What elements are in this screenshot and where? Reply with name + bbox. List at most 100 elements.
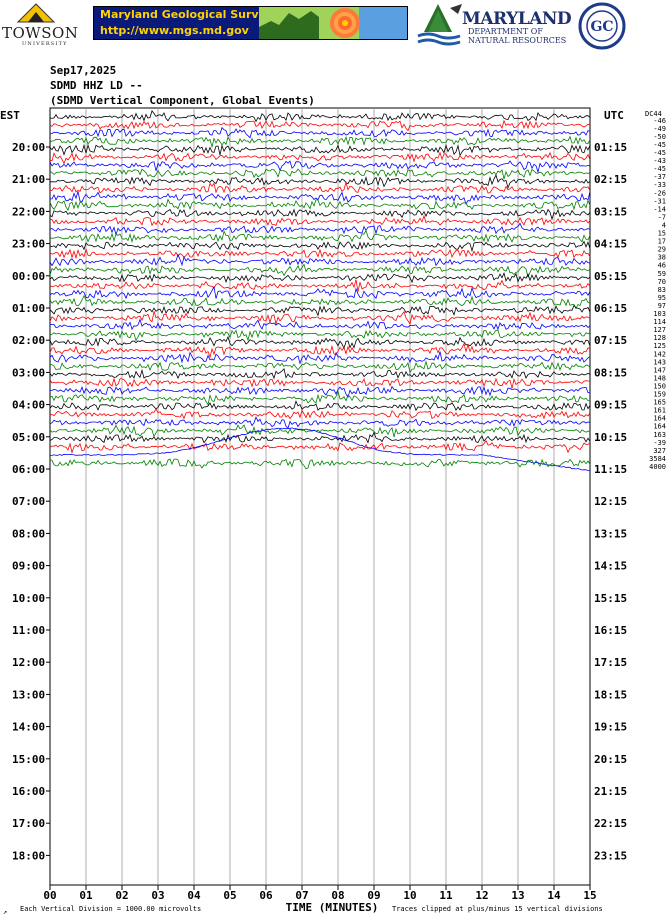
towson-university-logo: TOWSON UNIVERSITY	[0, 0, 80, 50]
seismic-trace	[49, 342, 591, 359]
right-hour-label: 13:15	[594, 527, 627, 540]
left-hour-label: 14:00	[12, 721, 45, 734]
x-tick-label: 10	[403, 889, 416, 902]
dc-offset-label: -45	[653, 141, 666, 149]
seismic-trace	[49, 279, 591, 292]
towson-name: TOWSON	[2, 24, 79, 42]
seismic-trace	[49, 416, 591, 430]
left-hour-label: 12:00	[12, 656, 45, 669]
x-tick-label: 06	[259, 889, 273, 902]
x-tick-label: 13	[511, 889, 524, 902]
left-hour-label: 15:00	[12, 753, 45, 766]
left-hour-label: 04:00	[12, 399, 45, 412]
x-tick-label: 07	[295, 889, 308, 902]
seismic-trace	[49, 439, 591, 454]
right-hour-label: 15:15	[594, 592, 627, 605]
dc-offset-label: 46	[658, 262, 666, 270]
right-hour-label: 20:15	[594, 753, 627, 766]
dc-offset-label: 127	[653, 326, 666, 334]
dc-offset-label: 70	[658, 278, 666, 286]
goucher-college-seal-icon: GC	[578, 2, 626, 50]
left-hour-label: 22:00	[12, 205, 45, 218]
dc-offset-label: 143	[653, 358, 666, 366]
seismic-trace	[49, 263, 591, 279]
x-tick-label: 04	[187, 889, 201, 902]
dc-offset-label: -49	[653, 125, 666, 133]
plot-frame	[49, 107, 591, 886]
dc-offset-label: 327	[653, 447, 666, 455]
seismic-trace	[49, 143, 591, 157]
dc-offset-labels: -46-49-50-45-45-43-45-37-33-26-31-14-741…	[649, 117, 666, 471]
seismic-trace	[49, 329, 591, 342]
right-hour-label: 21:15	[594, 785, 627, 798]
seismic-trace	[49, 424, 591, 438]
seismic-trace	[49, 271, 591, 284]
dc-offset-label: -45	[653, 149, 666, 157]
dc-offset-label: 159	[653, 391, 666, 399]
seismic-trace	[49, 135, 591, 149]
right-hour-label: 06:15	[594, 302, 627, 315]
left-hour-label: 06:00	[12, 463, 45, 476]
seismic-trace	[49, 431, 591, 444]
x-tick-label: 09	[367, 889, 380, 902]
right-hour-label: 01:15	[594, 141, 627, 154]
right-hour-label: 04:15	[594, 238, 627, 251]
x-tick-label: 03	[151, 889, 164, 902]
seismic-trace	[49, 208, 591, 221]
dc-offset-label: 163	[653, 431, 666, 439]
towson-subtitle: UNIVERSITY	[22, 41, 68, 47]
seismic-trace	[49, 408, 591, 420]
maryland-dnr-logo: MARYLAND DEPARTMENT OF NATURAL RESOURCES	[414, 2, 574, 50]
mgs-banner[interactable]: Maryland Geological Survey http://www.mg…	[93, 6, 408, 40]
dc-offset-label: 17	[658, 238, 666, 246]
left-hour-label: 10:00	[12, 592, 45, 605]
x-tick-label: 11	[439, 889, 453, 902]
dc-offset-label: 165	[653, 399, 666, 407]
dc-offset-label: 164	[653, 423, 666, 431]
left-hour-label: 00:00	[12, 270, 45, 283]
mgs-url[interactable]: http://www.mgs.md.gov	[100, 24, 249, 37]
dc-offset-label: 142	[653, 350, 666, 358]
seismic-trace	[49, 335, 591, 350]
left-hour-label: 21:00	[12, 173, 45, 186]
dc-offset-label: 103	[653, 310, 666, 318]
seismic-trace	[49, 168, 591, 180]
right-axis-label: UTC	[604, 109, 624, 122]
left-axis-label: EST	[0, 109, 20, 122]
dc-offset-header: DC44	[645, 110, 662, 118]
dc-offset-label: -14	[653, 205, 666, 213]
seismic-trace	[50, 174, 591, 190]
left-hour-label: 02:00	[12, 334, 45, 347]
left-hour-label: 01:00	[12, 302, 45, 315]
x-axis-ticks: 00 01 02 03 04 05 06 07 08 09 10 11 12 13 14 15	[43, 885, 597, 902]
dnr-natural-resources: NATURAL RESOURCES	[468, 36, 567, 45]
left-hour-label: 16:00	[12, 785, 45, 798]
left-hour-label: 09:00	[12, 560, 45, 573]
left-hour-label: 18:00	[12, 849, 45, 862]
seismic-trace	[49, 458, 591, 470]
dnr-tree-icon	[417, 4, 462, 46]
dc-offset-label: -45	[653, 165, 666, 173]
right-hour-label: 14:15	[594, 560, 627, 573]
header-date: Sep17,2025	[50, 64, 117, 77]
footer-scale-note: Each Vertical Division = 1000.00 microvo…	[20, 905, 201, 913]
seismic-trace	[49, 247, 591, 260]
seismic-trace	[50, 151, 591, 165]
right-hour-label: 02:15	[594, 173, 627, 186]
seismic-trace	[49, 400, 591, 412]
left-hour-label: 20:00	[12, 141, 45, 154]
left-hour-label: 23:00	[12, 238, 45, 251]
right-hour-label: 07:15	[594, 334, 627, 347]
seismic-trace	[49, 119, 591, 132]
header-station: SDMD HHZ LD --	[50, 79, 143, 92]
seismic-trace	[49, 126, 591, 139]
seismic-trace	[49, 191, 591, 205]
x-tick-label: 15	[583, 889, 596, 902]
dc-offset-label: -26	[653, 189, 666, 197]
right-hour-label: 23:15	[594, 849, 627, 862]
seismic-trace	[49, 214, 591, 227]
dc-offset-label: 83	[658, 286, 666, 294]
dc-offset-label: -31	[653, 197, 666, 205]
towson-tiger-emblem-icon	[16, 3, 56, 23]
dc-offset-label: 125	[653, 342, 666, 350]
